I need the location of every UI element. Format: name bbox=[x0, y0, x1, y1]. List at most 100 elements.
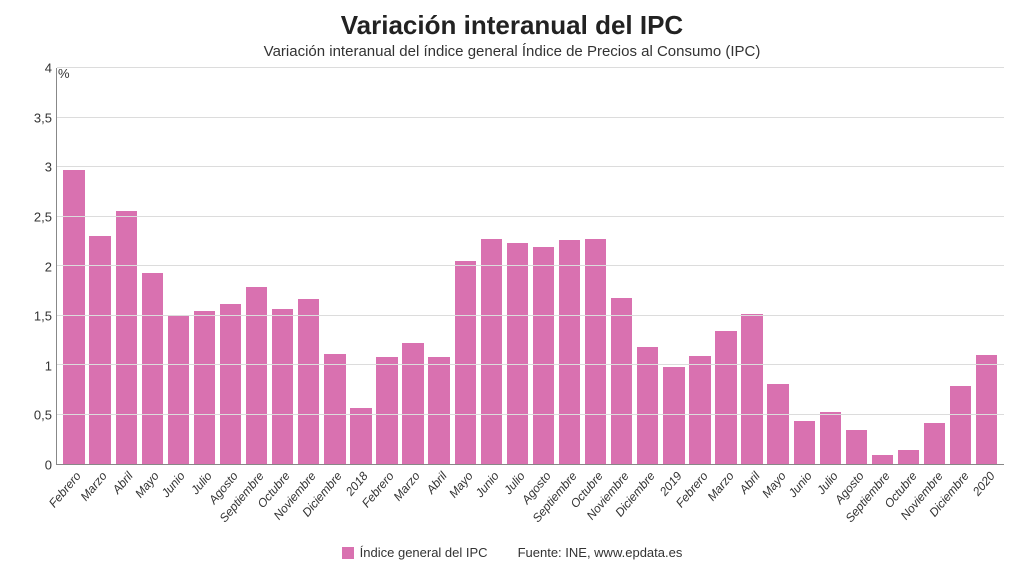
y-tick: 4 bbox=[20, 61, 52, 76]
bar-slot bbox=[974, 68, 1000, 464]
bar bbox=[142, 273, 163, 464]
bar bbox=[272, 309, 293, 464]
gridline bbox=[57, 364, 1004, 365]
bar bbox=[246, 287, 267, 464]
bar-slot bbox=[896, 68, 922, 464]
bars-group bbox=[57, 68, 1004, 464]
bar bbox=[872, 455, 893, 464]
bar bbox=[663, 367, 684, 464]
x-label-slot: Julio bbox=[817, 465, 843, 545]
y-tick: 2 bbox=[20, 259, 52, 274]
gridline bbox=[57, 166, 1004, 167]
gridline bbox=[57, 265, 1004, 266]
x-tick-label: Abril bbox=[110, 469, 136, 496]
legend-row: Índice general del IPC Fuente: INE, www.… bbox=[20, 545, 1004, 566]
x-label-slot: Febrero bbox=[373, 465, 399, 545]
x-label-slot: Mayo bbox=[765, 465, 791, 545]
bar-slot bbox=[426, 68, 452, 464]
bar-slot bbox=[817, 68, 843, 464]
x-label-slot: Marzo bbox=[86, 465, 112, 545]
gridline bbox=[57, 67, 1004, 68]
x-tick-label: Abril bbox=[736, 469, 762, 496]
bar-slot bbox=[87, 68, 113, 464]
legend-swatch-icon bbox=[342, 547, 354, 559]
x-label-slot: Junio bbox=[791, 465, 817, 545]
bar bbox=[402, 343, 423, 464]
bar bbox=[324, 354, 345, 464]
legend-source: Fuente: INE, www.epdata.es bbox=[518, 545, 683, 560]
x-label-slot: Diciembre bbox=[948, 465, 974, 545]
bar bbox=[194, 311, 215, 464]
bar bbox=[898, 450, 919, 464]
bar-slot bbox=[739, 68, 765, 464]
x-tick-label: Febrero bbox=[46, 469, 84, 510]
bar bbox=[846, 430, 867, 464]
bar-slot bbox=[244, 68, 270, 464]
bar bbox=[794, 421, 815, 464]
bar bbox=[820, 412, 841, 464]
bar-slot bbox=[948, 68, 974, 464]
y-tick: 0,5 bbox=[20, 408, 52, 423]
bar bbox=[507, 243, 528, 464]
bar bbox=[376, 357, 397, 464]
bar-slot bbox=[504, 68, 530, 464]
bar-slot bbox=[530, 68, 556, 464]
legend-source-label: Fuente: INE, www.epdata.es bbox=[518, 545, 683, 560]
x-label-slot: Febrero bbox=[687, 465, 713, 545]
bar bbox=[585, 239, 606, 464]
x-label-slot: Diciembre bbox=[321, 465, 347, 545]
bar-slot bbox=[400, 68, 426, 464]
bar-slot bbox=[217, 68, 243, 464]
bar-slot bbox=[556, 68, 582, 464]
plot bbox=[56, 68, 1004, 465]
bar-slot bbox=[609, 68, 635, 464]
bar-slot bbox=[348, 68, 374, 464]
bar-slot bbox=[478, 68, 504, 464]
legend-series-label: Índice general del IPC bbox=[360, 545, 488, 560]
chart-container: Variación interanual del IPC Variación i… bbox=[0, 0, 1024, 576]
x-label-slot: Junio bbox=[164, 465, 190, 545]
chart-title: Variación interanual del IPC bbox=[20, 10, 1004, 41]
bar bbox=[89, 236, 110, 464]
x-label-slot: Mayo bbox=[138, 465, 164, 545]
bar bbox=[533, 247, 554, 464]
bar bbox=[298, 299, 319, 464]
bar bbox=[611, 298, 632, 464]
x-label-slot: Julio bbox=[191, 465, 217, 545]
bar-slot bbox=[713, 68, 739, 464]
y-axis: 00,511,522,533,54 bbox=[20, 68, 56, 465]
bar bbox=[924, 423, 945, 464]
y-tick: 2,5 bbox=[20, 209, 52, 224]
bar-slot bbox=[791, 68, 817, 464]
bar bbox=[220, 304, 241, 464]
bar bbox=[350, 408, 371, 464]
bar bbox=[116, 211, 137, 464]
bar-slot bbox=[270, 68, 296, 464]
x-tick-label: 2020 bbox=[970, 469, 998, 498]
bar-slot bbox=[322, 68, 348, 464]
x-label-slot: Mayo bbox=[452, 465, 478, 545]
x-label-slot: Abril bbox=[739, 465, 765, 545]
y-tick: 0 bbox=[20, 458, 52, 473]
x-labels-row: FebreroMarzoAbrilMayoJunioJulioAgostoSep… bbox=[56, 465, 1004, 545]
bar-slot bbox=[635, 68, 661, 464]
bar bbox=[950, 386, 971, 464]
bar-slot bbox=[922, 68, 948, 464]
bar-slot bbox=[165, 68, 191, 464]
bar-slot bbox=[296, 68, 322, 464]
bar-slot bbox=[869, 68, 895, 464]
bar bbox=[715, 331, 736, 464]
bar-slot bbox=[139, 68, 165, 464]
bar-slot bbox=[452, 68, 478, 464]
bar-slot bbox=[583, 68, 609, 464]
y-tick: 1,5 bbox=[20, 309, 52, 324]
bar bbox=[63, 170, 84, 464]
y-tick: 3,5 bbox=[20, 110, 52, 125]
bar bbox=[741, 314, 762, 464]
bar bbox=[767, 384, 788, 464]
x-label-slot: 2020 bbox=[974, 465, 1000, 545]
gridline bbox=[57, 117, 1004, 118]
x-label-slot: Marzo bbox=[399, 465, 425, 545]
bar bbox=[455, 261, 476, 464]
bar-slot bbox=[765, 68, 791, 464]
